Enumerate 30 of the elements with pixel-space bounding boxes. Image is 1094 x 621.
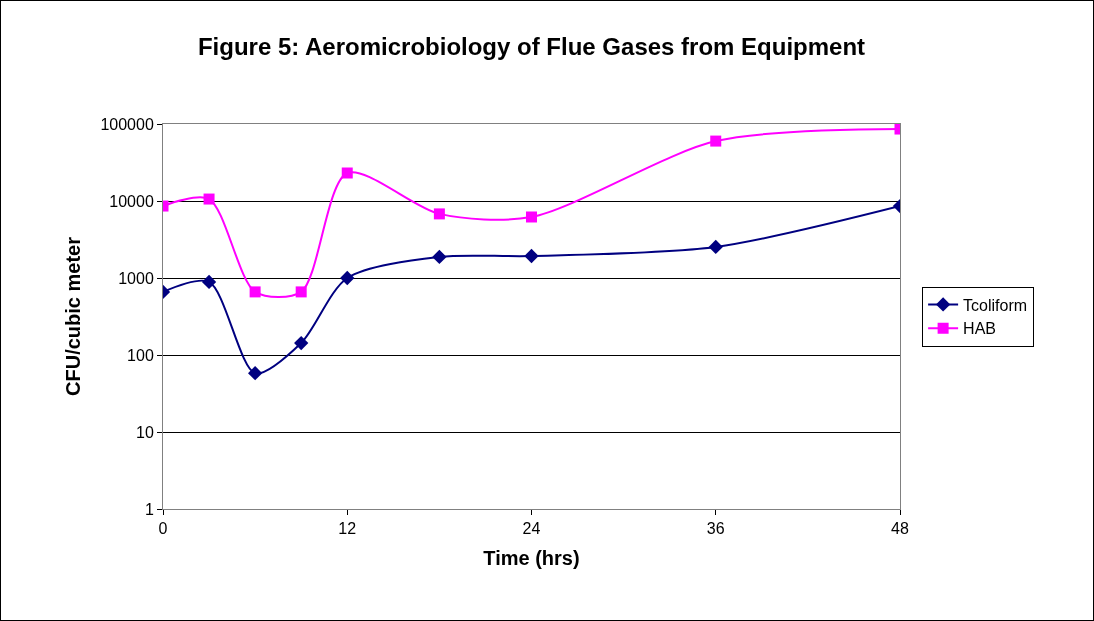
x-axis-title: Time (hrs) bbox=[483, 546, 580, 569]
x-tick-label: 36 bbox=[706, 520, 725, 538]
x-tick-label: 48 bbox=[891, 520, 909, 538]
point bbox=[249, 286, 261, 298]
x-tick-label: 24 bbox=[522, 520, 541, 538]
y-tick-label: 100000 bbox=[100, 115, 154, 133]
point bbox=[433, 208, 445, 220]
y-axis-title: CFU/cubic meter bbox=[61, 236, 84, 396]
point bbox=[526, 211, 537, 223]
point bbox=[295, 286, 307, 298]
y-tick-label: 100 bbox=[127, 346, 154, 364]
x-tick-label: 0 bbox=[158, 520, 168, 538]
chart-title: Figure 5: Aeromicrobiology of Flue Gases from Equipment bbox=[197, 32, 866, 60]
point bbox=[340, 270, 355, 286]
point bbox=[708, 239, 723, 255]
point bbox=[294, 335, 309, 351]
x-tick-label: 12 bbox=[338, 520, 357, 538]
legend-label: HAB bbox=[963, 320, 997, 338]
point bbox=[524, 248, 539, 264]
legend-label: Tcoliform bbox=[963, 296, 1028, 314]
point bbox=[247, 366, 263, 381]
point bbox=[201, 274, 217, 290]
point bbox=[341, 167, 353, 179]
y-tick-label: 10000 bbox=[109, 192, 154, 210]
y-tick-label: 1000 bbox=[118, 269, 154, 287]
point bbox=[432, 249, 447, 265]
point bbox=[203, 193, 215, 205]
y-tick-label: 10 bbox=[136, 423, 154, 441]
point bbox=[710, 135, 722, 147]
y-tick-label: 1 bbox=[144, 500, 154, 518]
